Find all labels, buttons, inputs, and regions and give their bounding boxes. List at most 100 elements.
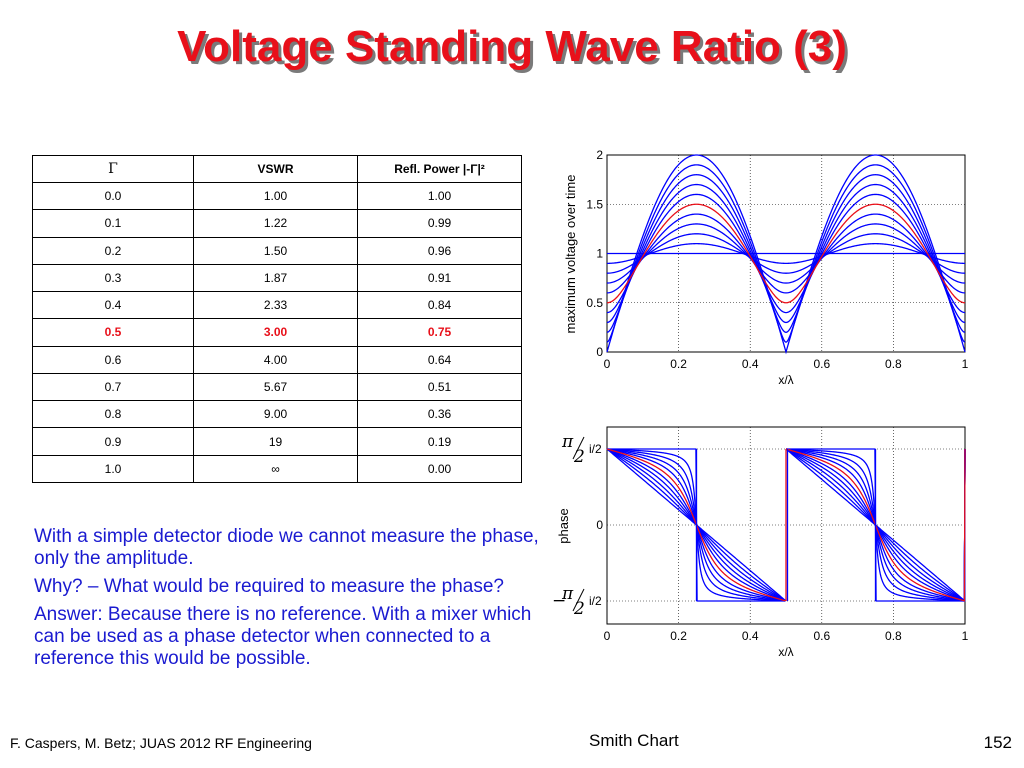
cell-gamma: 0.5 bbox=[32, 318, 194, 347]
cell-refl-power: 0.00 bbox=[357, 454, 522, 484]
voltage-series-line bbox=[606, 174, 966, 333]
cell-refl-power: 0.36 bbox=[357, 400, 522, 429]
table-row: 0.5 3.00 0.75 bbox=[32, 318, 522, 347]
cell-refl-power: 0.19 bbox=[357, 427, 522, 456]
cell-refl-power: 0.91 bbox=[357, 263, 522, 293]
tick-suffix: i/2 bbox=[589, 594, 602, 608]
x-tick-label: 0.2 bbox=[670, 357, 687, 371]
denominator: 2 bbox=[573, 599, 585, 619]
cell-vswr: 1.50 bbox=[193, 236, 358, 265]
cell-gamma: 0.2 bbox=[32, 236, 194, 265]
phase-chart-series bbox=[606, 448, 966, 602]
table-row: 0.7 5.67 0.51 bbox=[32, 372, 522, 402]
vswr-table: Γ VSWR Refl. Power |-Γ|² 0.0 1.00 1.00 0.1 1… bbox=[32, 155, 522, 484]
phase-chart-ylabel: phase bbox=[556, 508, 571, 543]
y-tick-label: 0 bbox=[596, 518, 603, 532]
cell-gamma: 1.0 bbox=[32, 454, 194, 484]
tick-suffix: i/2 bbox=[589, 442, 602, 456]
x-tick-label: 1 bbox=[962, 629, 969, 643]
cell-gamma: 0.6 bbox=[32, 345, 194, 374]
denominator: 2 bbox=[573, 447, 585, 467]
cell-vswr: 1.87 bbox=[193, 263, 358, 293]
x-tick-label: 0 bbox=[604, 357, 611, 371]
x-tick-label: 1 bbox=[962, 357, 969, 371]
x-tick-label: 0.6 bbox=[813, 357, 830, 371]
cell-vswr: 3.00 bbox=[193, 318, 358, 347]
y-tick-label: 1 bbox=[596, 247, 603, 261]
phase-chart: 0 0.2 0.4 0.6 0.8 1π2 i/20−π2 i/2 x/λ phase bbox=[552, 426, 969, 659]
y-tick-label: π2 i/2 bbox=[561, 432, 602, 467]
cell-vswr: ∞ bbox=[193, 454, 358, 484]
x-tick-label: 0.4 bbox=[742, 357, 759, 371]
phase-chart-ticks: 0 0.2 0.4 0.6 0.8 1π2 i/20−π2 i/2 bbox=[552, 432, 969, 643]
x-tick-label: 0.8 bbox=[885, 629, 902, 643]
voltage-chart-ticks: 0 0.2 0.4 0.6 0.8 1 0 0.5 1 1.5 2 bbox=[586, 148, 968, 371]
table-row: 0.6 4.00 0.64 bbox=[32, 345, 522, 374]
x-tick-label: 0.2 bbox=[670, 629, 687, 643]
voltage-chart-ylabel: maximum voltage over time bbox=[563, 175, 578, 334]
cell-refl-power: 0.75 bbox=[357, 318, 522, 347]
table-row: 0.8 9.00 0.36 bbox=[32, 400, 522, 429]
cell-gamma: 0.8 bbox=[32, 400, 194, 429]
body-paragraph-1: With a simple detector diode we cannot m… bbox=[34, 526, 539, 569]
footer-topic: Smith Chart bbox=[589, 731, 679, 750]
x-tick-label: 0 bbox=[604, 629, 611, 643]
page-number: 152 bbox=[983, 733, 1012, 752]
minus-sign: − bbox=[552, 591, 566, 611]
table-row: 0.9 19 0.19 bbox=[32, 427, 522, 456]
cell-gamma: 0.4 bbox=[32, 291, 194, 320]
voltage-chart-series bbox=[606, 154, 966, 355]
cell-vswr: 2.33 bbox=[193, 291, 358, 320]
voltage-series-line bbox=[606, 183, 966, 324]
fraction-slash bbox=[572, 588, 585, 612]
body-text: With a simple detector diode we cannot m… bbox=[34, 526, 554, 676]
voltage-series-line bbox=[606, 203, 966, 304]
voltage-series-line bbox=[606, 223, 966, 284]
cell-gamma: 0.7 bbox=[32, 372, 194, 402]
voltage-series-line bbox=[606, 193, 966, 314]
header-gamma: Γ bbox=[32, 155, 194, 183]
voltage-series-line bbox=[606, 154, 966, 355]
body-paragraph-3: Answer: Because there is no reference. W… bbox=[34, 604, 532, 669]
voltage-series-line bbox=[606, 164, 966, 343]
voltage-series-line bbox=[606, 213, 966, 294]
cell-gamma: 0.3 bbox=[32, 263, 194, 293]
cell-gamma: 0.9 bbox=[32, 427, 194, 456]
voltage-chart: 0 0.2 0.4 0.6 0.8 1 0 0.5 1 1.5 2 x/λ maximum volt… bbox=[563, 148, 969, 387]
y-tick-label: 2 bbox=[596, 148, 603, 162]
cell-refl-power: 0.96 bbox=[357, 236, 522, 265]
table-header-row: Γ VSWR Refl. Power |-Γ|² bbox=[32, 155, 522, 183]
table-row: 0.4 2.33 0.84 bbox=[32, 291, 522, 320]
cell-refl-power: 0.84 bbox=[357, 291, 522, 320]
cell-vswr: 4.00 bbox=[193, 345, 358, 374]
table-row: 0.3 1.87 0.91 bbox=[32, 263, 522, 293]
voltage-chart-xlabel: x/λ bbox=[778, 373, 793, 387]
phase-chart-xlabel: x/λ bbox=[778, 645, 793, 659]
header-vswr: VSWR bbox=[193, 155, 358, 183]
table-row: 0.2 1.50 0.96 bbox=[32, 236, 522, 265]
slide-title: Voltage Standing Wave Ratio (3) bbox=[177, 22, 847, 71]
cell-vswr: 1.22 bbox=[193, 209, 358, 238]
x-tick-label: 0.8 bbox=[885, 357, 902, 371]
pi-symbol: π bbox=[561, 584, 574, 604]
x-tick-label: 0.4 bbox=[742, 629, 759, 643]
header-refl-power: Refl. Power |-Γ|² bbox=[357, 155, 522, 183]
table-row: 0.0 1.00 1.00 bbox=[32, 181, 522, 211]
table-body: 0.0 1.00 1.00 0.1 1.22 0.99 0.2 1.50 0.96 0.3 1.87… bbox=[32, 181, 522, 484]
cell-gamma: 0.1 bbox=[32, 209, 194, 238]
cell-refl-power: 0.64 bbox=[357, 345, 522, 374]
cell-refl-power: 0.51 bbox=[357, 372, 522, 402]
voltage-series-line bbox=[606, 233, 966, 274]
cell-vswr: 9.00 bbox=[193, 400, 358, 429]
cell-vswr: 19 bbox=[193, 427, 358, 456]
table-row: 1.0 ∞ 0.00 bbox=[32, 454, 522, 484]
voltage-series-line bbox=[606, 243, 966, 265]
body-paragraph-2: Why? – What would be required to measure… bbox=[34, 576, 504, 597]
fraction-slash bbox=[572, 436, 585, 460]
footer-authors: F. Caspers, M. Betz; JUAS 2012 RF Engine… bbox=[10, 735, 312, 751]
pi-symbol: π bbox=[561, 432, 574, 452]
y-tick-label: 0 bbox=[596, 345, 603, 359]
x-tick-label: 0.6 bbox=[813, 629, 830, 643]
y-tick-label: 0.5 bbox=[586, 296, 603, 310]
